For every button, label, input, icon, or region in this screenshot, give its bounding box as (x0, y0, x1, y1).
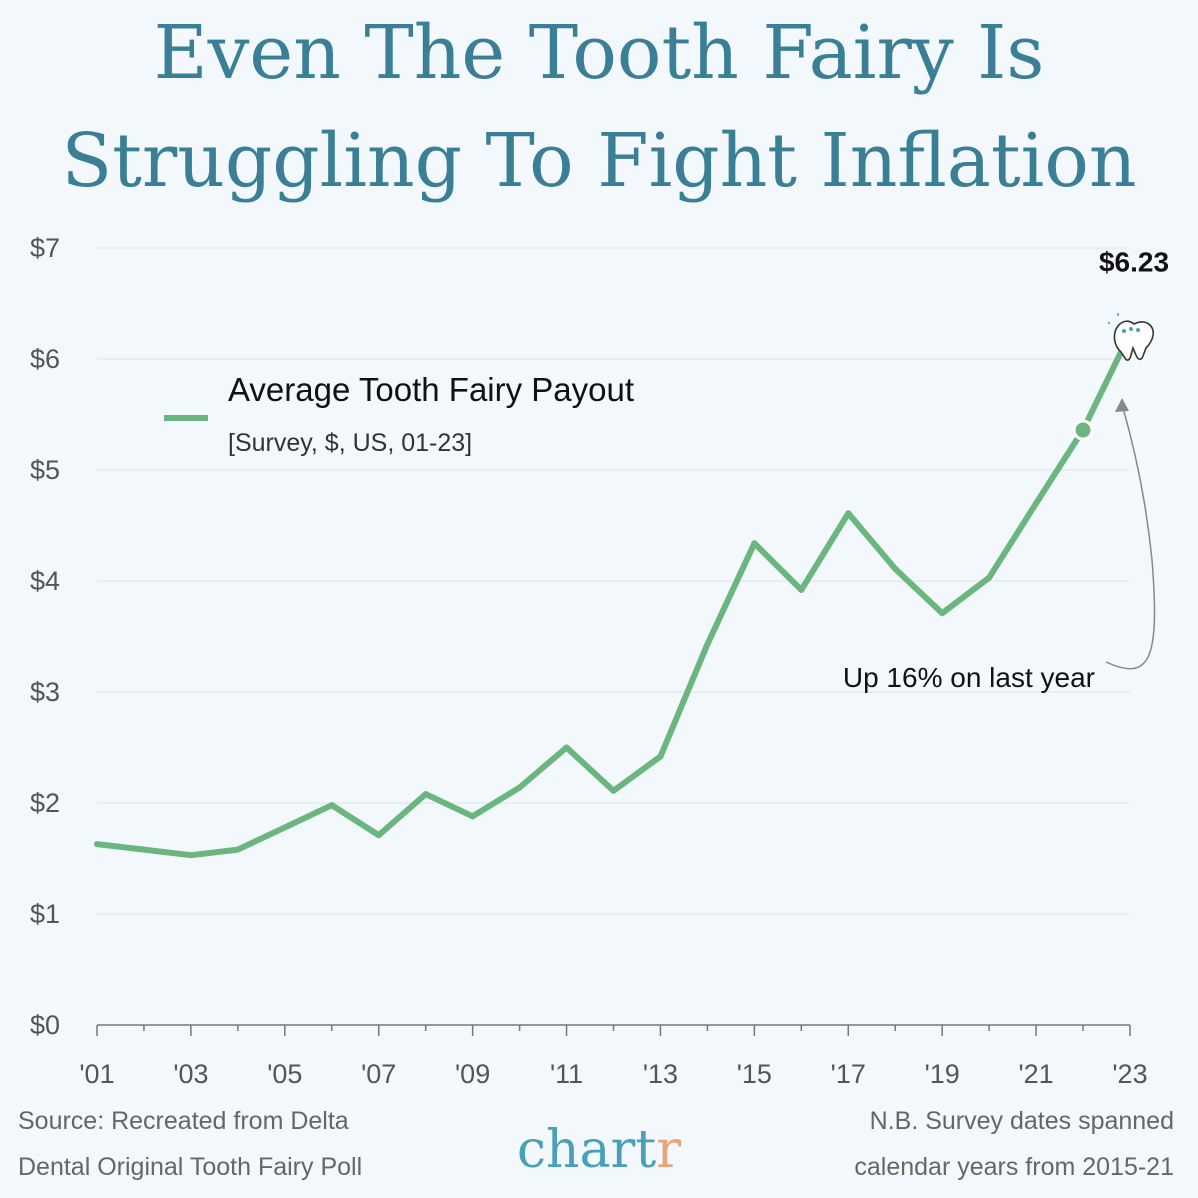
y-tick-label: $2 (30, 788, 60, 818)
y-tick-label: $7 (30, 233, 60, 263)
source-line-2: Dental Original Tooth Fairy Poll (18, 1153, 363, 1181)
x-tick-label: '17 (831, 1059, 866, 1089)
chartr-logo: chartr (0, 1124, 1198, 1176)
x-axis: '01 '03 '05 '07 '09 '11 '13 '15 '17 '19 '21 '23 (79, 1024, 1148, 1089)
series-line-average-tooth-fairy-payout (94, 330, 1133, 859)
gridlines (97, 247, 1130, 915)
data-point-2014 (704, 641, 711, 648)
highlight-point-2022 (1072, 419, 1094, 441)
survey-note: N.B. Survey dates spanned calendar years… (854, 1098, 1174, 1190)
data-point-2002 (140, 846, 147, 853)
series-points (94, 330, 1133, 859)
x-tick-label: '01 (79, 1059, 114, 1089)
x-tick-label: '07 (361, 1059, 396, 1089)
x-tick-label: '15 (737, 1059, 772, 1089)
x-tick-label: '13 (643, 1059, 678, 1089)
x-tick-label: '19 (925, 1059, 960, 1089)
data-point-2020 (986, 574, 993, 581)
y-tick-label: $6 (30, 344, 60, 374)
tooth-icon (1107, 313, 1155, 361)
data-point-2015 (751, 540, 758, 547)
source-note: Source: Recreated from Delta Dental Orig… (18, 1098, 362, 1190)
y-tick-label: $5 (30, 455, 60, 485)
data-point-2007 (375, 832, 382, 839)
data-point-2011 (563, 744, 570, 751)
legend-series-name: Average Tooth Fairy Payout (228, 371, 634, 408)
data-point-2005 (281, 824, 288, 831)
x-tick-label: '09 (455, 1059, 490, 1089)
logo-accent: r (656, 1120, 682, 1180)
note-line-2: calendar years from 2015-21 (854, 1153, 1174, 1181)
x-tick-label: '21 (1018, 1059, 1053, 1089)
x-tick-label: '05 (267, 1059, 302, 1089)
data-point-2006 (328, 802, 335, 809)
source-line-1: Source: Recreated from Delta (18, 1107, 349, 1135)
end-value-label: $6.23 (1099, 246, 1169, 277)
data-point-2009 (469, 813, 476, 820)
y-tick-label: $3 (30, 677, 60, 707)
data-point-2010 (516, 784, 523, 791)
data-point-2018 (892, 565, 899, 572)
data-point-2021 (1033, 500, 1040, 507)
data-point-2019 (939, 610, 946, 617)
legend-subtitle: [Survey, $, US, 01-23] (228, 429, 472, 457)
note-line-1: N.B. Survey dates spanned (869, 1107, 1174, 1135)
x-tick-label: '03 (173, 1059, 208, 1089)
data-point-2001 (94, 841, 100, 848)
legend: Average Tooth Fairy Payout [Survey, $, U… (164, 371, 634, 457)
x-tick-label: '11 (550, 1059, 583, 1089)
chart-title-line-2: Struggling To Fight Inflation (61, 118, 1137, 204)
annotation-change-note: Up 16% on last year (843, 662, 1095, 693)
data-point-2013 (657, 753, 664, 760)
data-point-2003 (187, 852, 194, 859)
annotation-arrow (1105, 407, 1156, 670)
y-tick-label: $0 (30, 1010, 60, 1040)
y-tick-label: $4 (30, 566, 60, 596)
y-tick-label: $1 (30, 899, 60, 929)
data-point-2008 (422, 791, 429, 798)
data-point-2012 (610, 787, 617, 794)
data-point-2004 (234, 846, 241, 853)
data-point-2016 (798, 586, 805, 593)
chart-title-line-1: Even The Tooth Fairy Is (153, 10, 1045, 96)
annotation-arrowhead (1115, 398, 1129, 412)
x-tick-label: '23 (1112, 1059, 1147, 1089)
logo-main: chart (516, 1120, 657, 1180)
y-axis-tick-labels: $0 $1 $2 $3 $4 $5 $6 $7 (30, 233, 60, 1040)
data-point-2017 (845, 510, 852, 517)
